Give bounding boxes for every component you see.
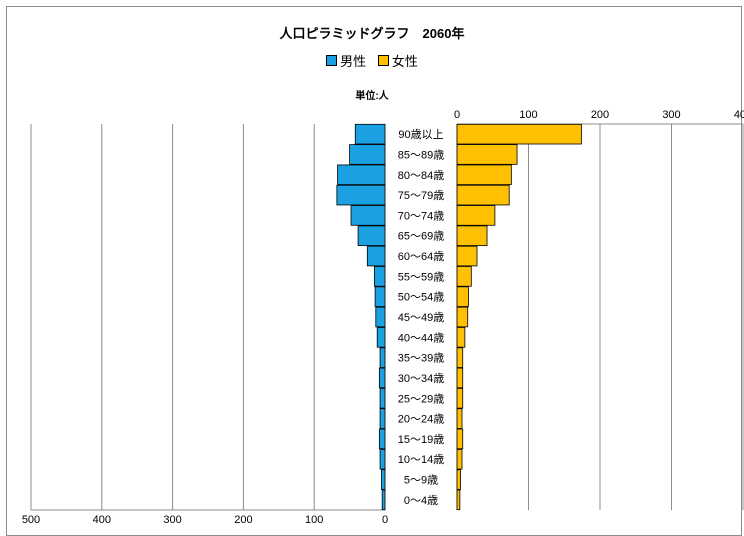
male-bar <box>378 428 386 450</box>
age-group-label: 90歳以上 <box>398 128 443 141</box>
male-bar <box>379 347 386 368</box>
female-tick-label: 200 <box>591 109 609 121</box>
legend-swatch-female <box>377 55 389 66</box>
legend: 男性 女性 <box>0 51 744 70</box>
unit-label: 単位:人 <box>355 91 389 102</box>
male-tick-label: 500 <box>22 514 40 525</box>
age-group-label: 5～9歳 <box>404 474 438 487</box>
female-tick-label: 400 <box>734 109 744 121</box>
male-bar <box>375 306 386 328</box>
age-group-label: 0～4歳 <box>404 494 438 507</box>
male-bar <box>366 245 386 267</box>
female-bar <box>456 266 472 287</box>
age-group-label: 65～69歳 <box>398 230 444 243</box>
male-bar <box>349 144 386 165</box>
age-group-label: 55～59歳 <box>398 270 444 283</box>
age-group-label: 50～54歳 <box>398 291 444 304</box>
female-bar <box>456 164 512 186</box>
female-bar <box>456 327 466 348</box>
male-tick-label: 200 <box>234 514 252 525</box>
female-tick-label: 100 <box>519 109 537 121</box>
age-group-label: 25～29歳 <box>398 392 444 405</box>
male-bar <box>354 123 386 145</box>
age-group-label: 15～19歳 <box>398 433 444 446</box>
legend-label-female: 女性 <box>391 54 418 69</box>
female-tick-label: 300 <box>662 109 680 121</box>
male-bar <box>350 205 386 226</box>
pyramid-chart: 500 400 300 200 100 0 0 100 200 300 400 90歳以上 85～89歳… <box>22 109 744 525</box>
female-bar <box>456 245 478 267</box>
age-group-label: 20～24歳 <box>398 413 444 426</box>
male-tick-label: 100 <box>305 514 323 525</box>
age-group-label: 40～44歳 <box>398 331 444 344</box>
female-bar <box>456 408 463 429</box>
age-group-label: 70～74歳 <box>398 209 444 222</box>
male-bar <box>337 164 386 186</box>
female-bar <box>456 225 488 246</box>
female-bar <box>456 205 496 226</box>
male-bar <box>357 225 386 246</box>
age-group-label: 30～34歳 <box>398 372 444 385</box>
female-tick-label: 0 <box>454 109 460 121</box>
legend-swatch-male <box>326 55 338 66</box>
female-bar <box>456 469 461 490</box>
female-bar <box>456 347 464 368</box>
female-bar <box>456 123 582 145</box>
male-bar <box>378 367 386 389</box>
age-group-label: 10～14歳 <box>398 453 444 466</box>
female-bar <box>456 448 463 470</box>
legend-item-male: 男性 <box>326 51 366 70</box>
female-bar <box>456 428 464 450</box>
male-bar <box>374 286 386 307</box>
female-bar <box>456 286 469 307</box>
female-bar <box>456 367 464 389</box>
male-tick-label: 300 <box>163 514 181 525</box>
male-tick-label: 0 <box>382 514 388 525</box>
age-group-label: 35～39歳 <box>398 352 444 365</box>
male-bar <box>381 489 386 511</box>
male-bar <box>379 408 386 429</box>
legend-label-male: 男性 <box>340 54 367 69</box>
female-bar <box>456 306 469 328</box>
female-bar <box>456 489 461 511</box>
male-bar <box>379 388 386 409</box>
male-bar <box>373 266 386 287</box>
legend-item-female: 女性 <box>377 51 418 70</box>
male-bar <box>379 448 386 470</box>
female-bar <box>456 144 518 165</box>
male-bar <box>336 184 386 206</box>
female-bar <box>456 184 510 206</box>
male-bar <box>381 469 386 490</box>
male-tick-label: 400 <box>93 514 111 525</box>
age-group-label: 75～79歳 <box>398 189 444 202</box>
age-group-label: 85～89歳 <box>398 148 444 161</box>
age-group-label: 60～64歳 <box>398 250 444 263</box>
female-bar <box>456 388 464 409</box>
age-group-label: 45～49歳 <box>398 311 444 324</box>
age-group-label: 80～84歳 <box>398 169 444 182</box>
male-bar <box>376 327 386 348</box>
chart-title: 人口ピラミッドグラフ 2060年 <box>279 26 465 41</box>
